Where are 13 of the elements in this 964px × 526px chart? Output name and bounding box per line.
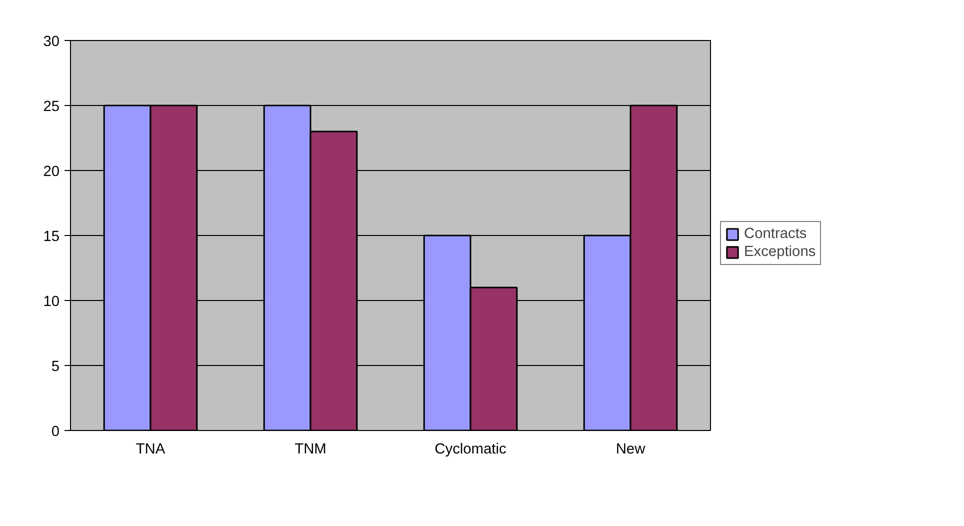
legend-label: Contracts: [744, 226, 807, 242]
x-tick-label: Cyclomatic: [434, 442, 506, 458]
y-tick-label: 20: [43, 164, 60, 180]
y-tick-label: 25: [43, 99, 60, 115]
y-tick-label: 10: [43, 294, 60, 310]
y-tick-label: 15: [43, 229, 60, 245]
legend-label: Exceptions: [744, 244, 816, 260]
x-tick-label: TNM: [294, 442, 326, 458]
x-tick-label: TNA: [136, 442, 166, 458]
y-tick-label: 30: [43, 34, 60, 50]
y-tick-label: 5: [51, 359, 60, 375]
x-tick-label: New: [616, 442, 646, 458]
y-tick-label: 0: [51, 424, 60, 440]
